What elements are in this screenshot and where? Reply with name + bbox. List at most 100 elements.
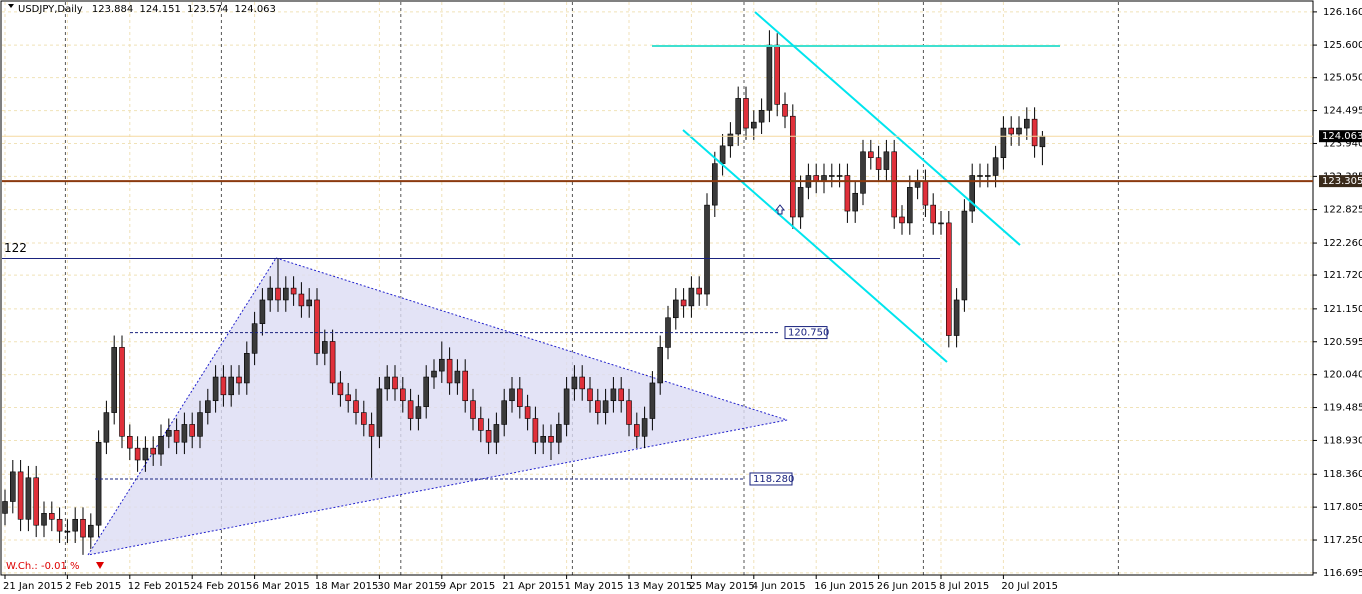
candle-body <box>17 471 24 520</box>
down-triangle <box>96 562 104 569</box>
candle-body <box>150 447 156 455</box>
x-tick-label: 8 Jul 2015 <box>939 581 989 592</box>
candle-body <box>704 204 710 295</box>
level-label: 122 <box>4 241 27 255</box>
candle-body <box>321 341 328 354</box>
x-tick-label: 2 Feb 2015 <box>65 581 121 592</box>
x-tick-label: 21 Jan 2015 <box>3 581 63 592</box>
candle-body <box>1039 135 1046 148</box>
channel-upper <box>754 11 1021 246</box>
candle-body <box>134 447 141 461</box>
y-tick-label: 125.600 <box>1323 40 1362 51</box>
y-tick-label: 122.260 <box>1323 238 1362 249</box>
candle-body <box>290 287 297 295</box>
candle-body <box>205 400 211 413</box>
candle-body <box>945 222 952 336</box>
candle-body <box>353 400 359 413</box>
candle-body <box>376 388 383 437</box>
candle-body <box>758 109 765 123</box>
candle-body <box>399 388 406 402</box>
candle-body <box>407 400 414 419</box>
candle-body <box>244 353 250 384</box>
candle-body <box>532 418 539 443</box>
candle-body <box>306 299 313 307</box>
candle-body <box>509 388 515 402</box>
candle-body <box>797 187 804 218</box>
x-tick-label: 12 Feb 2015 <box>128 581 190 592</box>
candle-body <box>875 157 882 170</box>
candle-body <box>516 388 523 407</box>
candle-body <box>657 347 664 384</box>
candle-body <box>166 430 172 437</box>
candle-body <box>524 406 531 419</box>
candle-body <box>540 435 547 443</box>
candle-body <box>298 293 305 307</box>
candle-body <box>181 424 188 443</box>
candle-body <box>774 44 781 105</box>
candle-body <box>2 501 8 514</box>
candle-body <box>867 151 874 159</box>
header-icon <box>8 4 14 8</box>
candle-body <box>618 388 625 402</box>
candle-body <box>579 376 586 390</box>
candle-body <box>594 400 601 413</box>
candle-body <box>789 115 796 218</box>
y-tick-label: 121.720 <box>1323 270 1362 281</box>
candle-body <box>275 287 281 301</box>
x-tick-label: 30 Mar 2015 <box>377 581 440 592</box>
candle-body <box>626 400 632 425</box>
candle-body <box>984 175 991 177</box>
candle-body <box>727 133 734 147</box>
candle-body <box>142 447 149 461</box>
candle-body <box>88 524 94 538</box>
y-tick-label: 125.050 <box>1323 73 1362 84</box>
candle-body <box>852 192 859 212</box>
level-label-box <box>1319 175 1362 188</box>
candle-body <box>173 430 180 443</box>
candle-body <box>189 424 195 437</box>
candle-body <box>314 299 320 354</box>
candle-body <box>127 435 133 449</box>
candle-body <box>337 382 344 396</box>
level-label: 120.750 <box>788 328 829 339</box>
candle-body <box>72 518 78 532</box>
level-label: 123.305 <box>1322 176 1362 187</box>
candle-body <box>477 418 484 431</box>
candle-body <box>158 435 164 455</box>
candle-body <box>735 98 742 135</box>
x-tick-label: 18 Mar 2015 <box>315 581 378 592</box>
y-tick-label: 124.495 <box>1323 106 1362 117</box>
candle-body <box>555 424 562 443</box>
y-tick-label: 126.160 <box>1323 7 1362 18</box>
x-tick-label: 21 Apr 2015 <box>502 581 564 592</box>
y-tick-label: 123.940 <box>1323 138 1362 149</box>
candle-body <box>587 388 593 402</box>
candle-body <box>977 175 983 177</box>
level-label: 118.280 <box>753 474 794 485</box>
y-tick-label: 118.360 <box>1323 469 1362 480</box>
x-tick-label: 16 Jun 2015 <box>814 581 874 592</box>
candle-body <box>220 376 227 396</box>
candle-body <box>750 121 757 129</box>
candle-body <box>953 299 960 336</box>
candle-body <box>1000 127 1007 159</box>
symbol: USDJPY,Daily <box>18 4 83 15</box>
candle-body <box>360 412 367 425</box>
candle-body <box>930 204 937 224</box>
x-tick-label: 26 Jun 2015 <box>877 581 937 592</box>
plot-border <box>0 0 1314 576</box>
level-label-box <box>749 472 793 486</box>
candle-body <box>431 370 437 378</box>
candle-body <box>119 347 125 437</box>
candle-body <box>103 412 110 443</box>
candle-body <box>462 370 469 402</box>
current-price-label: 124.063 <box>1322 131 1362 142</box>
candle-body <box>602 400 609 413</box>
x-tick-label: 13 May 2015 <box>627 581 692 592</box>
candle-body <box>696 287 703 295</box>
candle-body <box>282 287 289 301</box>
candle-body <box>961 210 968 301</box>
candle-body <box>25 477 32 520</box>
candle-body <box>470 400 476 419</box>
candles <box>2 30 1046 555</box>
